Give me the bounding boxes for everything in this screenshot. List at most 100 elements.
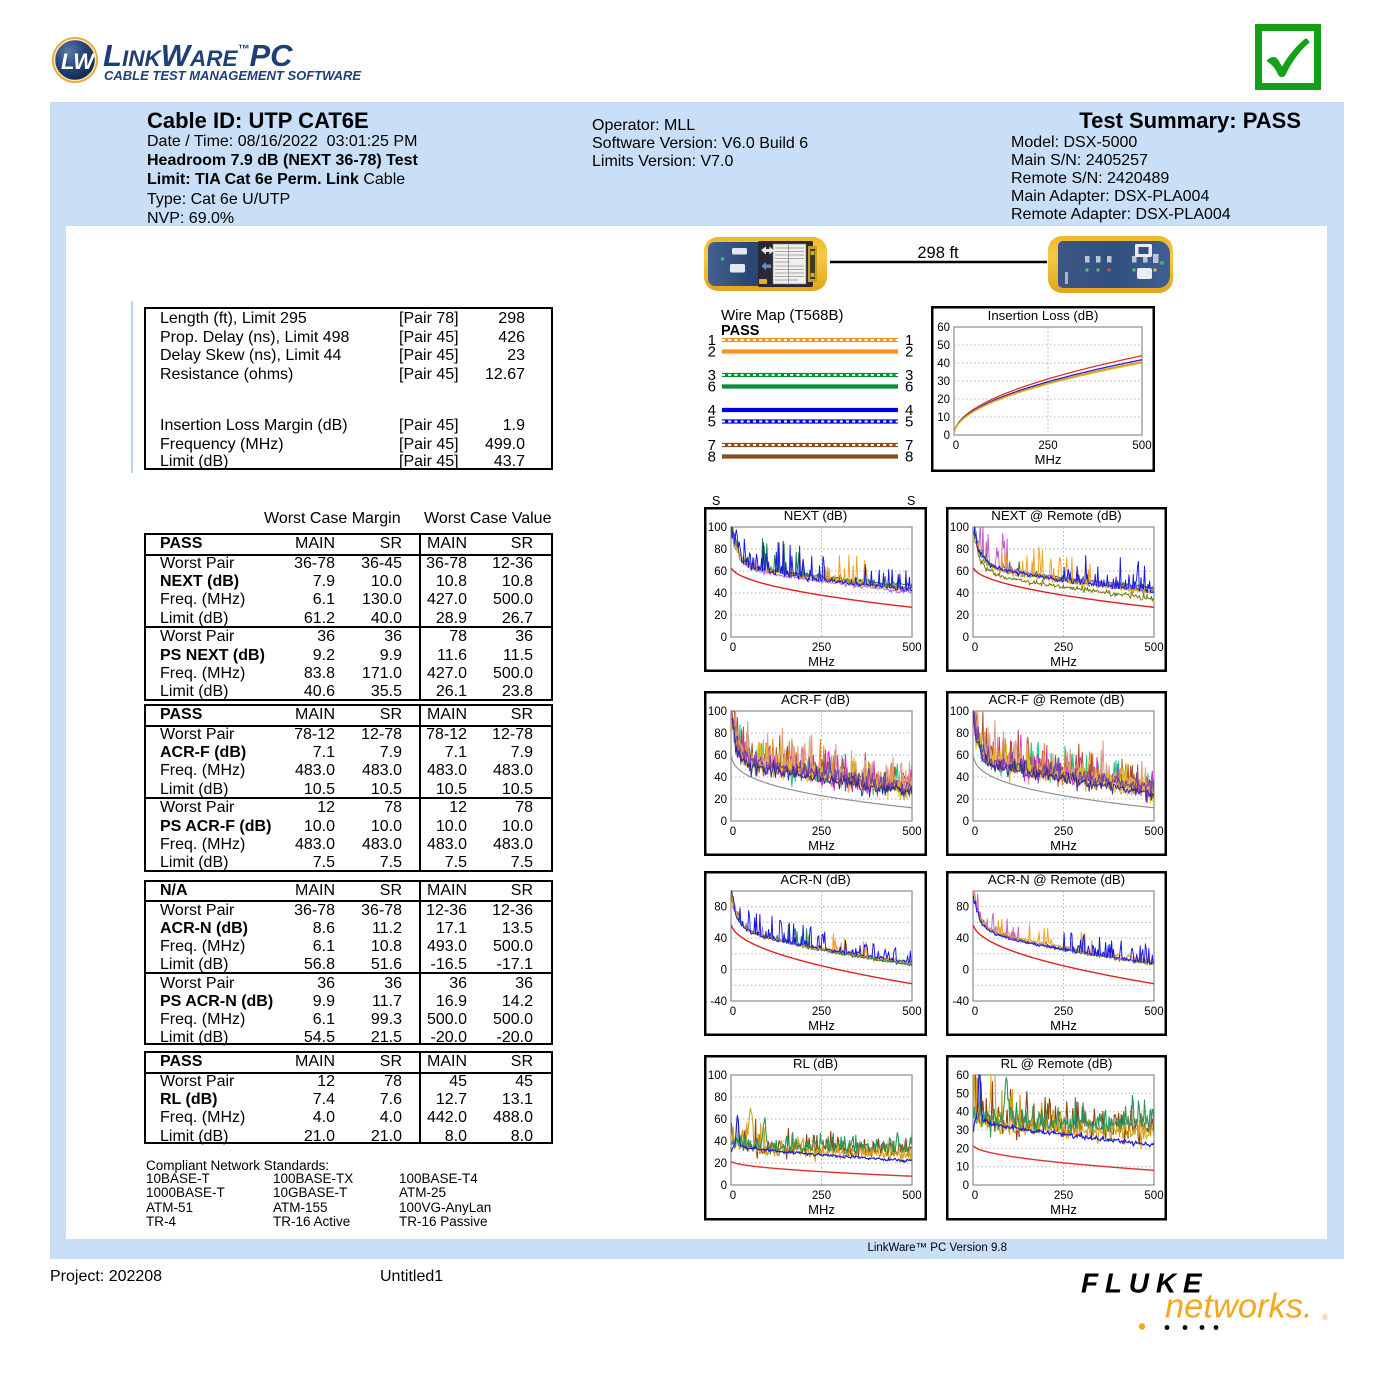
svg-text:60: 60 [714, 566, 727, 578]
svg-text:40: 40 [714, 933, 727, 945]
svg-text:80: 80 [714, 544, 727, 556]
svg-text:MHz: MHz [1035, 452, 1062, 467]
svg-text:MHz: MHz [808, 1202, 835, 1217]
svg-text:60: 60 [956, 1070, 969, 1082]
svg-text:100: 100 [950, 706, 969, 718]
svg-text:0: 0 [972, 1190, 978, 1202]
svg-text:20: 20 [956, 794, 969, 806]
svg-text:3: 3 [905, 367, 913, 384]
svg-text:0: 0 [972, 826, 978, 838]
svg-text:6: 6 [708, 379, 716, 396]
svg-text:0: 0 [963, 632, 969, 644]
svg-text:500: 500 [1144, 642, 1163, 654]
svg-text:3: 3 [708, 367, 716, 384]
svg-text:100: 100 [708, 1070, 727, 1082]
svg-text:0: 0 [721, 965, 727, 977]
svg-text:10: 10 [956, 1162, 969, 1174]
svg-text:40: 40 [937, 358, 950, 370]
svg-text:10: 10 [937, 412, 950, 424]
svg-text:60: 60 [956, 566, 969, 578]
svg-text:80: 80 [956, 728, 969, 740]
svg-text:1: 1 [905, 332, 913, 349]
svg-text:-40: -40 [952, 996, 969, 1008]
svg-text:500: 500 [902, 826, 921, 838]
svg-text:40: 40 [956, 772, 969, 784]
svg-text:0: 0 [953, 440, 959, 452]
svg-text:0: 0 [730, 642, 736, 654]
svg-text:RL (dB): RL (dB) [793, 1056, 838, 1071]
svg-text:100: 100 [950, 522, 969, 534]
svg-text:8: 8 [708, 449, 716, 466]
svg-text:7: 7 [708, 437, 716, 454]
svg-text:250: 250 [1054, 642, 1073, 654]
svg-text:40: 40 [714, 772, 727, 784]
svg-text:250: 250 [1054, 1190, 1073, 1202]
svg-text:2: 2 [905, 344, 913, 361]
svg-text:30: 30 [956, 1125, 969, 1137]
svg-text:60: 60 [714, 1114, 727, 1126]
svg-text:0: 0 [721, 816, 727, 828]
svg-text:0: 0 [963, 816, 969, 828]
svg-text:20: 20 [956, 1143, 969, 1155]
svg-text:100: 100 [708, 706, 727, 718]
svg-text:500: 500 [902, 642, 921, 654]
svg-text:298 ft: 298 ft [917, 244, 959, 262]
svg-text:250: 250 [1054, 826, 1073, 838]
svg-text:250: 250 [812, 826, 831, 838]
svg-text:80: 80 [714, 902, 727, 914]
svg-text:4: 4 [905, 402, 913, 419]
svg-text:80: 80 [956, 902, 969, 914]
svg-text:60: 60 [956, 750, 969, 762]
svg-text:FLUKE: FLUKE [1081, 1268, 1208, 1299]
svg-text:8: 8 [905, 449, 913, 466]
svg-text:MHz: MHz [1050, 654, 1077, 669]
svg-text:250: 250 [1054, 1006, 1073, 1018]
svg-text:30: 30 [937, 376, 950, 388]
svg-text:2: 2 [708, 344, 716, 361]
svg-text:50: 50 [937, 340, 950, 352]
svg-text:50: 50 [956, 1088, 969, 1100]
svg-text:MHz: MHz [1050, 838, 1077, 853]
svg-text:500: 500 [1144, 1006, 1163, 1018]
svg-text:40: 40 [714, 1136, 727, 1148]
svg-text:0: 0 [972, 642, 978, 654]
svg-text:LW: LW [61, 49, 96, 74]
svg-text:500: 500 [1144, 1190, 1163, 1202]
svg-text:0: 0 [721, 632, 727, 644]
svg-text:40: 40 [714, 588, 727, 600]
svg-text:250: 250 [812, 1006, 831, 1018]
svg-text:60: 60 [937, 322, 950, 334]
svg-text:MHz: MHz [808, 654, 835, 669]
svg-text:20: 20 [714, 1158, 727, 1170]
svg-text:5: 5 [905, 414, 913, 431]
svg-text:40: 40 [956, 588, 969, 600]
svg-text:20: 20 [956, 610, 969, 622]
svg-text:0: 0 [730, 826, 736, 838]
svg-text:MHz: MHz [808, 1018, 835, 1033]
svg-text:40: 40 [956, 1107, 969, 1119]
svg-text:0: 0 [730, 1006, 736, 1018]
svg-text:60: 60 [714, 750, 727, 762]
svg-text:100: 100 [708, 522, 727, 534]
svg-text:0: 0 [972, 1006, 978, 1018]
svg-text:0: 0 [944, 430, 950, 442]
svg-text:500: 500 [902, 1190, 921, 1202]
svg-text:500: 500 [1144, 826, 1163, 838]
svg-text:NEXT (dB): NEXT (dB) [784, 508, 848, 523]
svg-text:-40: -40 [710, 996, 727, 1008]
svg-text:ACR-N (dB): ACR-N (dB) [780, 872, 850, 887]
svg-text:ACR-F @ Remote (dB): ACR-F @ Remote (dB) [989, 692, 1125, 707]
svg-text:MHz: MHz [1050, 1202, 1077, 1217]
svg-text:4: 4 [708, 402, 716, 419]
svg-text:80: 80 [956, 544, 969, 556]
svg-text:networks.: networks. [1165, 1288, 1313, 1326]
svg-text:ACR-N @ Remote (dB): ACR-N @ Remote (dB) [988, 872, 1125, 887]
svg-text:0: 0 [963, 965, 969, 977]
svg-text:500: 500 [1132, 440, 1151, 452]
svg-text:®: ® [1322, 1313, 1328, 1322]
svg-text:RL @ Remote (dB): RL @ Remote (dB) [1001, 1056, 1113, 1071]
svg-text:40: 40 [956, 933, 969, 945]
svg-text:0: 0 [721, 1180, 727, 1192]
svg-text:250: 250 [812, 1190, 831, 1202]
svg-text:MHz: MHz [1050, 1018, 1077, 1033]
